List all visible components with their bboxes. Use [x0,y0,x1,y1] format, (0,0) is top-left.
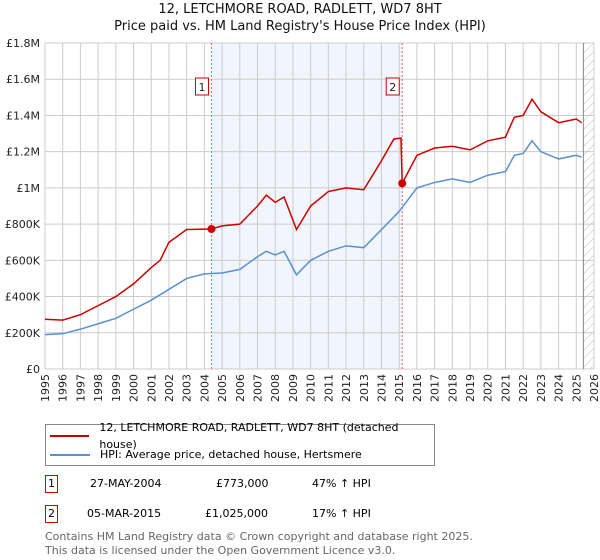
x-tick-label: 2023 [535,374,548,402]
red-line-swatch [50,434,90,437]
sale-point [207,225,216,234]
annotation-box [194,77,209,96]
x-tick-label: 2012 [340,374,353,402]
chart-title: 12, LETCHMORE ROAD, RADLETT, WD7 8HT [158,2,442,17]
x-tick-label: 2017 [429,374,442,402]
x-tick-label: 1998 [92,374,105,402]
x-tick-label: 2016 [411,374,424,402]
x-tick-label: 2024 [553,374,566,402]
y-tick-label: £1M [17,182,41,195]
x-tick-label: 2013 [358,374,371,402]
x-tick-label: 2005 [216,374,229,402]
x-tick-label: 2010 [305,374,318,402]
y-tick-label: £800K [5,218,41,231]
marker-badge: 1 [45,475,58,493]
x-tick-label: 2000 [128,374,141,402]
y-tick-label: £1.4M [6,109,40,122]
x-tick-label: 2004 [198,374,211,402]
x-tick-label: 2026 [588,374,600,402]
legend-item-hpi: HPI: Average price, detached house, Hert… [46,446,362,463]
x-tick-label: 2020 [482,374,495,402]
x-tick-label: 2025 [570,374,583,402]
x-tick-label: 2018 [446,374,459,402]
x-tick-label: 2015 [393,374,406,402]
x-tick-label: 2022 [517,374,530,402]
forecast-hatch [583,43,594,369]
series-line [44,139,582,336]
date: 05-MAR-2015 [87,507,162,520]
series-line [44,97,583,321]
hpi-change: 17% ↑ HPI [312,507,371,520]
x-tick-label: 2001 [145,374,158,402]
y-tick-label: £1.2M [6,146,40,159]
sale-point [398,179,407,188]
date: 27-MAY-2004 [90,477,162,490]
x-tick-label: 2002 [163,374,176,402]
blue-line-swatch [50,453,90,456]
footer-licence: This data is licensed under the Open Gov… [45,544,396,557]
legend-label: HPI: Average price, detached house, Hert… [100,448,362,461]
annotation-box [385,77,400,96]
annotation-label: 2 [389,81,396,94]
legend-label: 12, LETCHMORE ROAD, RADLETT, WD7 8HT (de… [99,420,399,451]
annotation-label: 1 [198,81,205,94]
price: £773,000 [216,477,269,490]
marker-badge: 2 [45,505,58,523]
y-tick-label: £600K [5,254,41,267]
x-tick-label: 2006 [234,374,247,402]
shaded-period [211,43,403,369]
y-tick-label: £1.8M [6,37,40,50]
x-tick-label: 2007 [252,374,265,402]
footer-copyright: Contains HM Land Registry data © Crown c… [45,530,473,543]
y-tick-label: £0 [26,363,40,376]
price: £1,025,000 [205,507,268,520]
y-tick-label: £200K [5,327,41,340]
x-tick-label: 1995 [39,374,52,402]
x-tick-label: 1997 [74,374,87,402]
hpi-change: 47% ↑ HPI [312,477,371,490]
y-tick-label: £1.6M [6,73,40,86]
legend-item-property: 12, LETCHMORE ROAD, RADLETT, WD7 8HT (de… [46,421,434,451]
x-tick-label: 1999 [110,374,123,402]
x-tick-label: 2003 [181,374,194,402]
x-tick-label: 2008 [269,374,282,402]
x-tick-label: 2011 [322,374,335,402]
y-tick-label: £400K [5,291,41,304]
legend: 12, LETCHMORE ROAD, RADLETT, WD7 8HT (de… [45,421,435,466]
price-chart: 1995 1996 1997 1998 1999 2000 2001 2002 2003 2004… [5,37,600,402]
x-tick-label: 2019 [464,374,477,402]
x-tick-label: 2021 [499,374,512,402]
x-tick-label: 2009 [287,374,300,402]
x-tick-label: 1996 [57,374,70,402]
chart-subtitle: Price paid vs. HM Land Registry's House … [114,19,486,34]
x-tick-label: 2014 [375,374,388,402]
